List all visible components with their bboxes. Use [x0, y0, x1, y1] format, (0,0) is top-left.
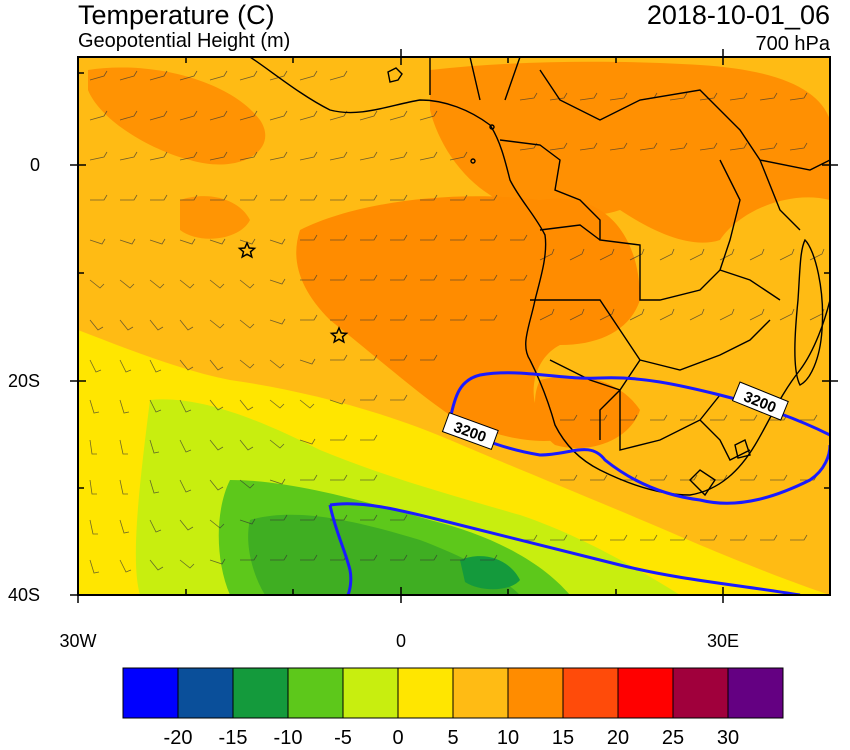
colorbar-label: 25	[661, 727, 685, 749]
lon-label: 0	[395, 631, 406, 651]
colorbar-swatch	[287, 667, 344, 719]
country-border	[719, 159, 801, 271]
lat-label: 0	[29, 155, 40, 175]
lat-ticks	[70, 72, 838, 596]
country-border	[429, 57, 830, 171]
colorbar-label: 30	[716, 727, 740, 749]
colorbar	[122, 667, 784, 719]
temp-patch-15-20	[535, 376, 640, 449]
island	[387, 67, 403, 83]
colorbar-label: -5	[334, 727, 352, 749]
temp-band-minus15-minus10	[460, 556, 520, 590]
wind-barbs	[89, 70, 825, 574]
island	[489, 124, 495, 130]
country-border	[530, 224, 771, 440]
temp-patch-15-20	[180, 196, 250, 239]
colorbar-label: 10	[496, 727, 520, 749]
colorbar-swatch	[397, 667, 454, 719]
colorbar-swatch	[177, 667, 234, 719]
colorbar-swatch	[562, 667, 619, 719]
temp-patch-15-20	[430, 61, 830, 243]
colorbar-swatch	[452, 667, 509, 719]
colorbar-label: 15	[551, 727, 575, 749]
madagascar-coastline	[794, 238, 824, 386]
colorbar-label: 20	[606, 727, 630, 749]
colorbar-swatch	[122, 667, 179, 719]
pressure-level: 700 hPa	[755, 33, 830, 55]
lat-label: 20S	[7, 371, 40, 391]
star-marker	[237, 241, 257, 259]
temp-band-minus10-minus5	[248, 514, 520, 595]
height-contour	[328, 504, 353, 595]
temp-patch-15-20	[88, 67, 266, 165]
africa-coastline	[249, 57, 830, 496]
colorbar-swatch	[342, 667, 399, 719]
map-panel: 3200 3200	[78, 57, 830, 595]
coastlines-borders	[249, 57, 830, 497]
lon-ticks	[77, 49, 831, 603]
island	[470, 158, 476, 164]
colorbar-label: -15	[218, 727, 248, 749]
lat-label: 40S	[7, 585, 40, 605]
temp-patch-15-20	[296, 196, 640, 441]
colorbar-swatch	[617, 667, 674, 719]
country-border	[689, 419, 751, 497]
colorbar-swatch	[507, 667, 564, 719]
plot-title: Temperature (C)	[78, 0, 275, 30]
plot-subtitle: Geopotential Height (m)	[78, 30, 291, 52]
colorbar-swatch	[672, 667, 729, 719]
star-marker	[329, 326, 349, 344]
colorbar-label: -20	[163, 727, 193, 749]
map-frame	[77, 56, 831, 596]
colorbar-label: 0	[392, 727, 404, 749]
colorbar-label: -10	[273, 727, 303, 749]
colorbar-label: 5	[447, 727, 459, 749]
height-contour	[329, 502, 801, 595]
colorbar-swatch	[232, 667, 289, 719]
lon-label: 30E	[706, 631, 740, 651]
colorbar-swatch	[727, 667, 784, 719]
lon-label: 30W	[59, 631, 97, 651]
valid-time: 2018-10-01_06	[646, 0, 830, 30]
country-border	[499, 139, 781, 301]
height-contour-3200	[464, 428, 830, 505]
